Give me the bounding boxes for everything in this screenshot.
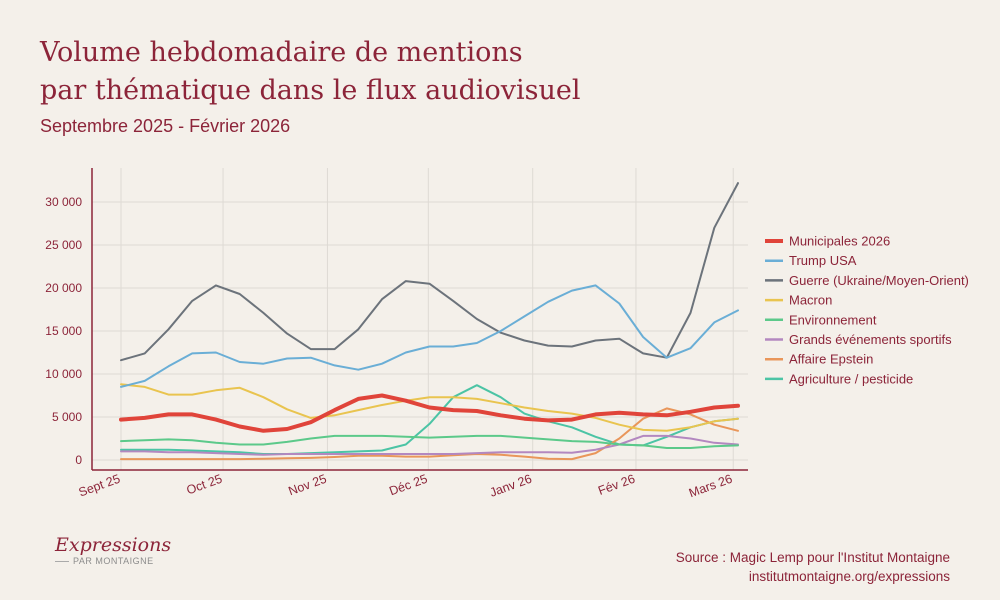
x-tick-label: Janv 26 (488, 472, 534, 500)
x-tick-label: Mars 26 (687, 472, 734, 501)
legend-label: Municipales 2026 (789, 234, 890, 249)
y-tick-label: 25 000 (45, 238, 82, 252)
legend-item: Trump USA (765, 253, 857, 268)
logo-main: Expressions (55, 534, 172, 556)
series-line-grands-v-nements-sportifs (120, 434, 739, 456)
legend-item: Affaire Epstein (765, 352, 873, 367)
series-line-guerre-ukraine-moyen-orient- (120, 182, 739, 362)
series-line-environnement (120, 434, 739, 449)
y-tick-label: 30 000 (45, 195, 82, 209)
legend-label: Trump USA (789, 253, 857, 268)
y-tick-label: 15 000 (45, 324, 82, 338)
legend-item: Agriculture / pesticide (765, 371, 913, 386)
source-note: Source : Magic Lemp pour l'Institut Mont… (676, 548, 950, 586)
legend-item: Municipales 2026 (765, 234, 890, 249)
source-line: Source : Magic Lemp pour l'Institut Mont… (675, 550, 950, 565)
chart-title: Volume hebdomadaire de mentions par théma… (40, 34, 581, 110)
x-tick-label: Déc 25 (387, 472, 429, 499)
series-line-municipales-2026 (119, 393, 740, 433)
legend-item: Guerre (Ukraine/Moyen-Orient) (765, 273, 969, 288)
legend-label: Agriculture / pesticide (789, 371, 913, 386)
y-tick-label: 0 (75, 453, 82, 467)
y-tick-label: 20 000 (45, 281, 82, 295)
legend-label: Affaire Epstein (789, 352, 873, 367)
chart-subtitle: Septembre 2025 - Février 2026 (40, 116, 291, 136)
y-tick-label: 5 000 (52, 410, 82, 424)
legend-label: Guerre (Ukraine/Moyen-Orient) (789, 273, 969, 288)
legend-label: Environnement (789, 312, 877, 327)
series-line-affaire-epstein (120, 407, 739, 461)
expressions-logo: Expressions PAR MONTAIGNE (55, 534, 171, 566)
x-tick-label: Sept 25 (77, 472, 122, 500)
source-url: institutmontaigne.org/expressions (748, 569, 950, 584)
series-line-macron (120, 383, 739, 432)
logo-sub: PAR MONTAIGNE (55, 556, 171, 566)
x-tick-label: Fév 26 (596, 472, 637, 498)
legend-item: Grands événements sportifs (765, 332, 952, 347)
title-line-1: Volume hebdomadaire de mentions (40, 37, 523, 68)
legend-label: Grands événements sportifs (789, 332, 952, 347)
series-line-trump-usa (120, 284, 739, 388)
title-line-2: par thématique dans le flux audiovisuel (40, 75, 581, 106)
legend-item: Environnement (765, 312, 877, 327)
legend-item: Macron (765, 293, 832, 308)
x-tick-label: Oct 25 (185, 472, 224, 498)
y-tick-label: 10 000 (45, 367, 82, 381)
x-tick-label: Nov 25 (286, 472, 328, 499)
legend-label: Macron (789, 293, 832, 308)
